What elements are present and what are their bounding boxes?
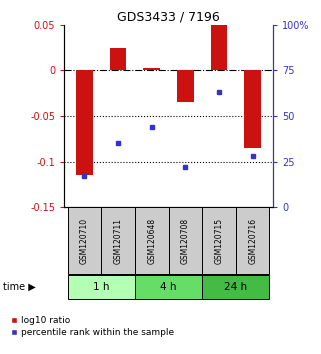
Text: GSM120708: GSM120708 — [181, 218, 190, 264]
Text: GSM120715: GSM120715 — [214, 218, 223, 264]
Bar — [135, 207, 169, 274]
Bar — [110, 47, 126, 70]
Bar — [135, 275, 202, 299]
Bar — [211, 25, 227, 70]
Bar — [143, 68, 160, 70]
Bar — [202, 275, 270, 299]
Text: 4 h: 4 h — [160, 282, 177, 292]
Bar — [67, 275, 135, 299]
Text: GSM120648: GSM120648 — [147, 218, 156, 264]
Legend: log10 ratio, percentile rank within the sample: log10 ratio, percentile rank within the … — [8, 313, 178, 341]
Text: time ▶: time ▶ — [3, 282, 36, 292]
Bar — [101, 207, 135, 274]
Bar — [76, 70, 93, 175]
Text: GSM120716: GSM120716 — [248, 218, 257, 264]
Text: 1 h: 1 h — [93, 282, 109, 292]
Text: GSM120710: GSM120710 — [80, 218, 89, 264]
Text: GSM120711: GSM120711 — [114, 218, 123, 264]
Bar — [244, 70, 261, 148]
Bar — [67, 207, 101, 274]
Bar — [236, 207, 270, 274]
Bar — [202, 207, 236, 274]
Text: 24 h: 24 h — [224, 282, 247, 292]
Bar — [169, 207, 202, 274]
Title: GDS3433 / 7196: GDS3433 / 7196 — [117, 11, 220, 24]
Bar — [177, 70, 194, 102]
